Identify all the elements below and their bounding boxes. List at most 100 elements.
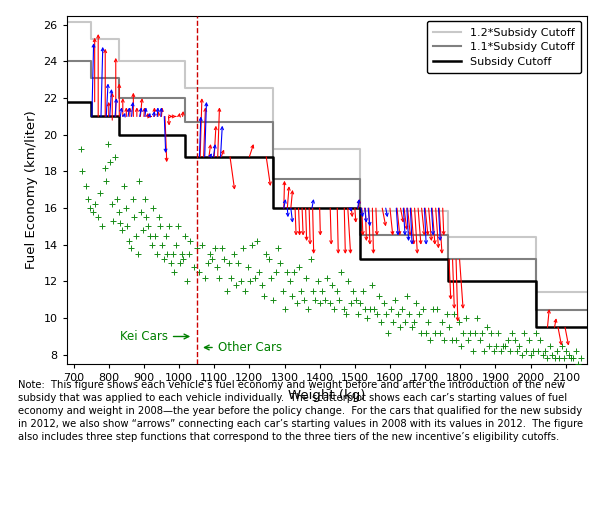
Point [353,310,362,319]
Text: Other Cars: Other Cars [204,341,282,354]
Point [131,231,141,240]
Point [271,268,281,277]
Point [97,223,107,231]
Point [126,244,136,253]
Point [234,259,243,267]
Point [505,347,515,355]
Point [236,277,246,285]
Point [219,255,229,264]
Point [433,305,442,313]
Point [275,259,285,267]
Point [451,336,461,344]
Point [477,329,487,337]
Point [197,241,207,249]
Point [273,244,283,253]
Point [444,323,454,331]
Point [372,310,382,319]
Point [161,231,171,240]
Point [309,287,318,295]
Point [177,250,186,258]
Point [136,207,146,216]
Point [224,259,234,267]
Point [344,277,353,285]
Point [327,281,337,289]
Point [351,296,361,304]
Point [442,310,452,319]
Point [449,310,459,319]
Point [81,182,91,190]
Point [393,310,402,319]
Point [557,342,566,350]
Point [114,207,123,216]
Point [304,305,313,313]
Point [212,263,222,271]
Point [166,259,176,267]
Point [402,292,411,301]
Point [573,360,583,368]
Point [395,323,405,331]
Point [138,226,148,235]
Point [203,259,213,267]
Point [482,323,491,331]
Point [499,342,508,350]
Point [171,241,181,249]
Y-axis label: Fuel Economy (km/liter): Fuel Economy (km/liter) [25,110,38,269]
Point [116,218,125,227]
Point [348,287,358,295]
Point [456,342,466,350]
Point [407,323,417,331]
Point [440,336,450,344]
Point [555,354,564,362]
Point [384,329,393,337]
Point [564,350,574,359]
Point [548,350,557,359]
Point [260,292,269,301]
Point [117,226,127,235]
Point [397,305,407,313]
Point [168,250,177,258]
Point [545,342,555,350]
Point [280,305,290,313]
Point [264,255,273,264]
Point [173,223,183,231]
Point [524,336,534,344]
Point [561,347,571,355]
Point [362,314,372,322]
Point [140,195,149,203]
X-axis label: Weight (kg): Weight (kg) [288,388,365,401]
Point [226,274,236,282]
Point [77,167,87,176]
Point [465,329,475,337]
Point [124,237,134,245]
Point [165,223,174,231]
Point [149,204,159,212]
Point [250,274,260,282]
Point [310,296,320,304]
Point [484,342,494,350]
Point [330,305,339,313]
Point [369,305,379,313]
Point [143,223,153,231]
Point [301,274,311,282]
Point [534,347,543,355]
Point [400,318,410,326]
Point [463,336,473,344]
Point [325,300,335,308]
Point [269,296,278,304]
Point [381,310,391,319]
Point [142,213,151,222]
Point [91,200,100,209]
Point [571,347,580,355]
Point [88,207,98,216]
Point [119,182,129,190]
Point [569,354,578,362]
Point [437,318,447,326]
Point [134,176,144,185]
Point [95,189,105,198]
Point [180,231,190,240]
Point [508,329,517,337]
Point [290,268,299,277]
Point [150,231,160,240]
Point [514,342,524,350]
Point [175,259,185,267]
